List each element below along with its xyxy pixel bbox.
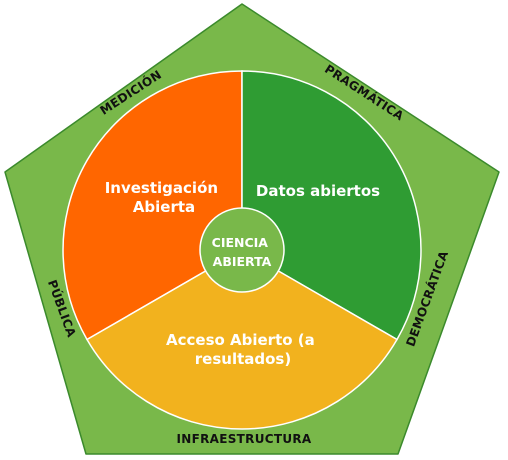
segment-label-line: Datos abiertos — [256, 182, 380, 200]
segment-label-datos: Datos abiertos — [256, 182, 380, 200]
side-label-infraestructura: INFRAESTRUCTURA — [176, 432, 311, 446]
segment-label-line: resultados) — [195, 350, 291, 368]
center-label: CIENCIA ABIERTA — [212, 235, 273, 269]
segment-investigacion-abierta — [62, 70, 243, 341]
center-label-line: CIENCIA — [212, 235, 269, 250]
segment-label-line: Abierta — [133, 198, 195, 216]
center-label-line: ABIERTA — [213, 254, 272, 269]
segment-label-acceso: Acceso Abierto (a resultados) — [166, 331, 320, 368]
segment-datos-abiertos — [241, 70, 422, 341]
segment-label-line: Acceso Abierto (a — [166, 331, 315, 349]
segment-label-investigacion: Investigación Abierta — [105, 179, 224, 216]
center-circle — [199, 207, 285, 293]
segment-acceso-abierto — [85, 249, 399, 430]
segment-label-line: Investigación — [105, 179, 218, 197]
